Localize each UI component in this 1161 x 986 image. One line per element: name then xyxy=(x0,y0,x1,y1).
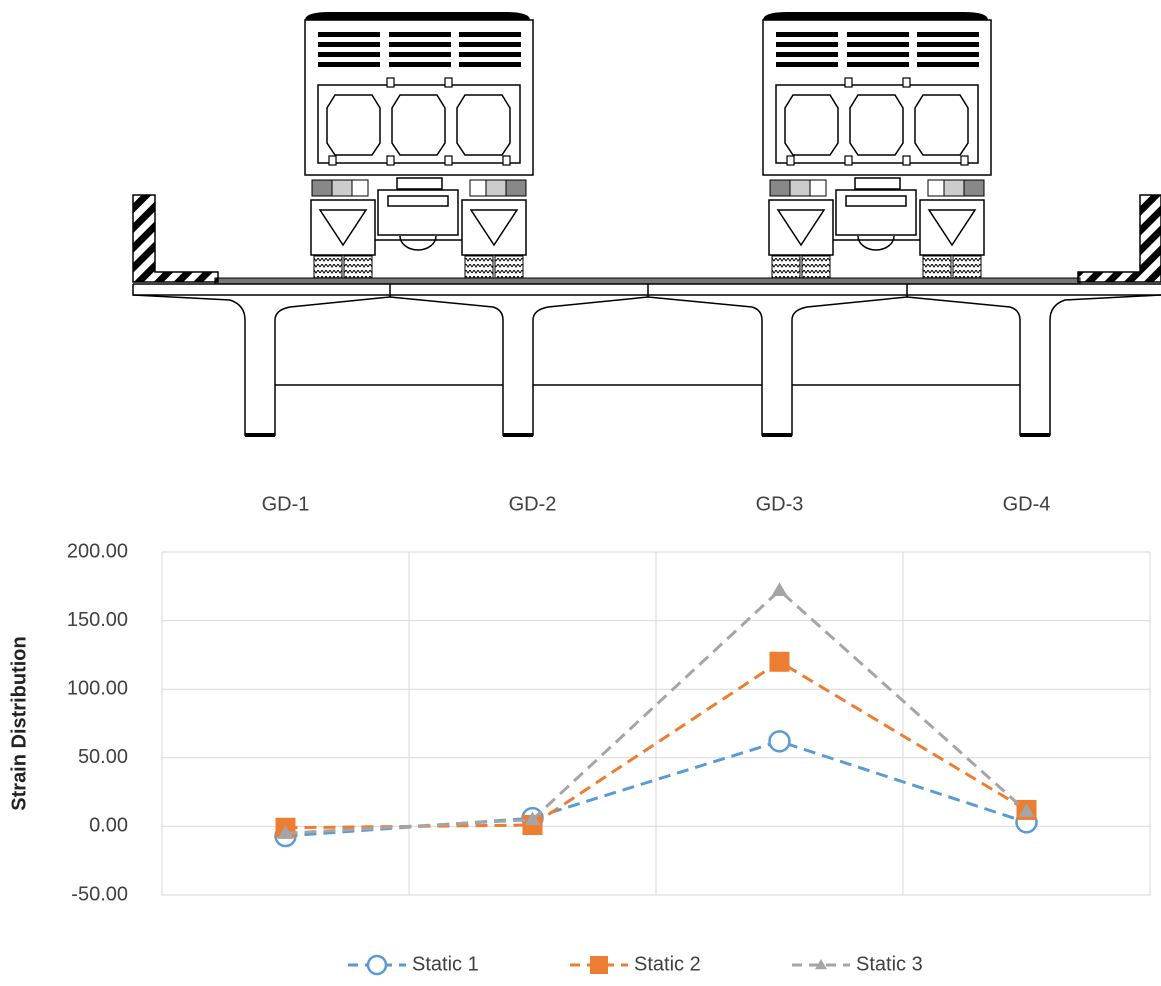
y-tick-label: 100.00 xyxy=(67,677,128,699)
bridge-diagram xyxy=(132,11,1161,437)
legend-item: Static 1 xyxy=(348,953,479,975)
truck xyxy=(762,11,992,281)
y-tick-label: -50.00 xyxy=(71,883,128,905)
marker xyxy=(1018,803,1035,817)
marker xyxy=(768,730,791,753)
y-tick-label: 150.00 xyxy=(67,609,128,631)
legend-label: Static 3 xyxy=(856,953,923,975)
y-tick-label: 200.00 xyxy=(67,540,128,562)
marker xyxy=(771,582,788,597)
marker xyxy=(366,954,388,976)
category-label: GD-2 xyxy=(509,493,557,515)
marker xyxy=(590,956,608,974)
legend-label: Static 1 xyxy=(412,953,479,975)
category-label: GD-3 xyxy=(756,493,804,515)
truck xyxy=(304,11,534,281)
y-axis-label: Strain Distribution xyxy=(8,636,30,810)
y-tick-label: 0.00 xyxy=(89,815,128,837)
marker xyxy=(277,825,294,839)
category-label: GD-4 xyxy=(1003,493,1051,515)
category-label: GD-1 xyxy=(262,493,310,515)
series-line xyxy=(285,588,1028,835)
marker xyxy=(769,651,790,672)
legend-item: Static 2 xyxy=(570,953,701,975)
marker xyxy=(524,811,541,826)
y-tick-label: 50.00 xyxy=(78,746,128,768)
legend-label: Static 2 xyxy=(634,953,701,975)
legend-item: Static 3 xyxy=(792,953,923,975)
marker xyxy=(815,959,827,970)
